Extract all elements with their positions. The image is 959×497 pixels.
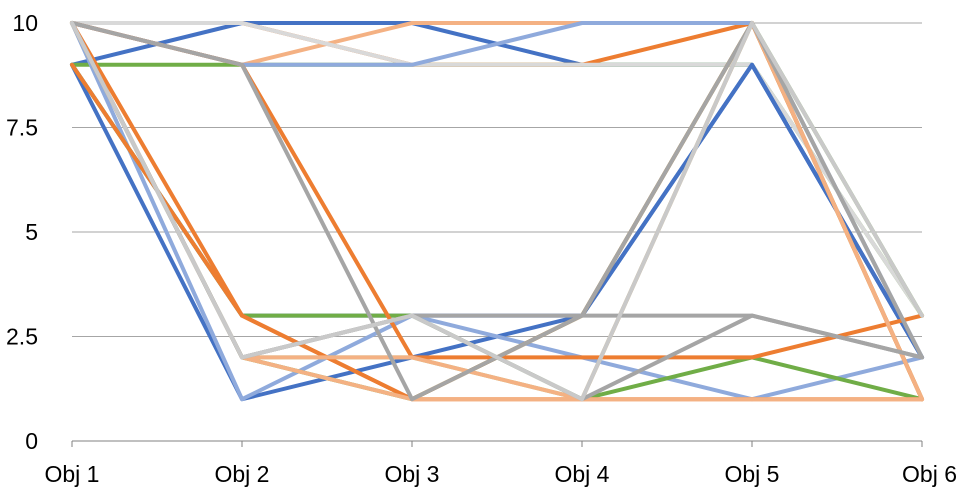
series-line-10 bbox=[70, 21, 924, 402]
series-line-4 bbox=[70, 21, 924, 402]
x-tick-label: Obj 5 bbox=[725, 461, 780, 487]
y-axis-tick-labels: 0 2.5 5 7.5 10 bbox=[6, 10, 38, 454]
series-line-16 bbox=[70, 21, 924, 402]
series-line-5 bbox=[70, 21, 924, 318]
gridlines bbox=[72, 22, 922, 337]
series-line-19 bbox=[70, 21, 924, 402]
x-tick-label: Obj 6 bbox=[902, 461, 957, 487]
series-line-20 bbox=[70, 21, 924, 402]
y-tick-label: 10 bbox=[12, 10, 38, 36]
series-line-9 bbox=[70, 21, 924, 402]
series-line-13 bbox=[70, 21, 924, 402]
x-axis bbox=[71, 440, 923, 447]
series-line-3 bbox=[70, 21, 924, 402]
y-tick-label: 7.5 bbox=[6, 115, 38, 141]
series-line-17 bbox=[70, 21, 924, 402]
x-tick-label: Obj 2 bbox=[215, 461, 270, 487]
x-tick-label: Obj 3 bbox=[385, 461, 440, 487]
y-tick-label: 5 bbox=[25, 219, 38, 245]
series-line-15 bbox=[70, 21, 924, 402]
series-line-21 bbox=[70, 21, 924, 402]
y-tick-label: 2.5 bbox=[6, 324, 38, 350]
y-tick-label: 0 bbox=[25, 428, 38, 454]
x-axis-tick-labels: Obj 1 Obj 2 Obj 3 Obj 4 Obj 5 Obj 6 bbox=[45, 461, 957, 487]
x-tick-label: Obj 1 bbox=[45, 461, 100, 487]
series-line-12 bbox=[70, 21, 924, 402]
x-tick-label: Obj 4 bbox=[555, 461, 610, 487]
series-lines bbox=[70, 21, 924, 402]
